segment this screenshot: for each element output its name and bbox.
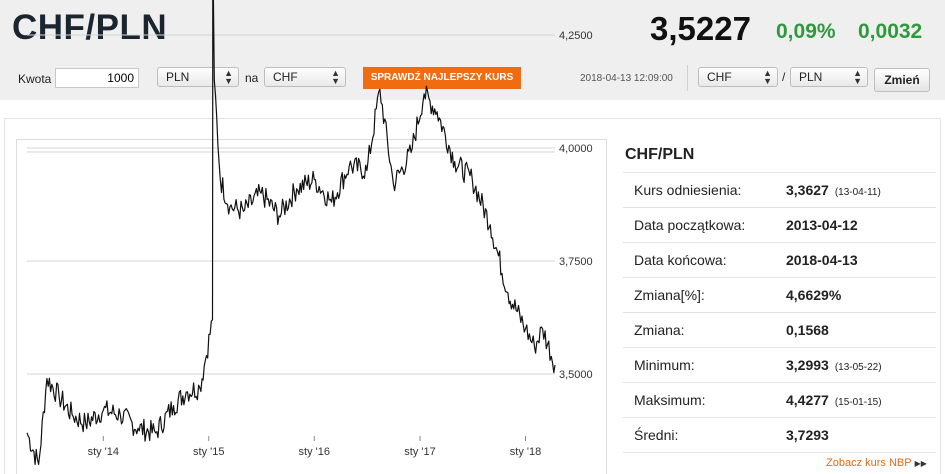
stats-value: 3,2993 (13-05-22) bbox=[786, 347, 936, 383]
stats-date: (13-05-22) bbox=[834, 362, 882, 373]
to-currency-select[interactable]: CHF ▲ ▼ bbox=[264, 67, 346, 87]
stats-row: Średni: 3,7293 bbox=[623, 417, 936, 453]
x-tick-label: sty '16 bbox=[299, 446, 330, 458]
pair-quote-value: PLN bbox=[799, 70, 823, 84]
stats-value: 0,1568 bbox=[786, 312, 936, 348]
stats-label: Średni: bbox=[623, 417, 786, 453]
y-tick-label: 4,0000 bbox=[559, 143, 593, 155]
stats-label: Data końcowa: bbox=[623, 242, 786, 278]
from-currency-select[interactable]: PLN ▲ ▼ bbox=[157, 67, 239, 87]
page-title: CHF/PLN bbox=[12, 8, 168, 47]
na-label: na bbox=[245, 71, 259, 85]
amount-label: Kwota bbox=[18, 72, 52, 86]
amount-input[interactable] bbox=[55, 68, 139, 88]
stats-label: Zmiana[%]: bbox=[623, 277, 786, 313]
stats-row: Zmiana[%]: 4,6629% bbox=[623, 277, 936, 313]
pair-base-value: CHF bbox=[707, 70, 732, 84]
x-tick-label: sty '15 bbox=[193, 446, 224, 458]
stats-row: Zmiana: 0,1568 bbox=[623, 312, 936, 348]
stats-value: 2013-04-12 bbox=[786, 207, 936, 243]
stats-value: 4,6629% bbox=[786, 277, 936, 313]
double-arrow-icon: ▶▶ bbox=[914, 459, 927, 468]
stats-row: Kurs odniesienia: 3,3627 (13-04-11) bbox=[623, 172, 936, 208]
change-pair-button[interactable]: Zmień bbox=[874, 68, 930, 92]
stats-row: Data początkowa: 2013-04-12 bbox=[623, 207, 936, 243]
current-price: 3,5227 bbox=[650, 10, 751, 47]
select-arrows-icon: ▲ ▼ bbox=[331, 68, 340, 86]
toolbar-divider bbox=[687, 65, 688, 91]
stats-date: (13-04-11) bbox=[834, 187, 881, 198]
stats-label: Data początkowa: bbox=[623, 207, 786, 243]
stats-label: Kurs odniesienia: bbox=[623, 172, 786, 208]
stats-table: Kurs odniesienia: 3,3627 (13-04-11) Data … bbox=[623, 172, 936, 453]
x-tick-label: sty '18 bbox=[510, 446, 541, 458]
stats-label: Zmiana: bbox=[623, 312, 786, 348]
pair-quote-select[interactable]: PLN ▲ ▼ bbox=[790, 67, 868, 87]
stats-row: Maksimum: 4,4277 (15-01-15) bbox=[623, 382, 936, 418]
to-currency-value: CHF bbox=[273, 70, 298, 84]
select-arrows-icon: ▲ ▼ bbox=[224, 68, 233, 86]
change-absolute: 0,0032 bbox=[858, 20, 923, 43]
pair-base-select[interactable]: CHF ▲ ▼ bbox=[698, 67, 778, 87]
from-currency-value: PLN bbox=[166, 70, 190, 84]
stats-label: Maksimum: bbox=[623, 382, 786, 418]
quote-timestamp: 2018-04-13 12:09:00 bbox=[580, 73, 673, 84]
best-rate-button[interactable]: SPRAWDŹ NAJLEPSZY KURS bbox=[363, 67, 521, 89]
stats-label: Minimum: bbox=[623, 347, 786, 383]
stats-value: 4,4277 (15-01-15) bbox=[786, 382, 936, 418]
stats-value: 2018-04-13 bbox=[786, 242, 936, 278]
chart-container bbox=[16, 139, 607, 474]
change-percent: 0,09% bbox=[776, 20, 836, 43]
stats-date: (15-01-15) bbox=[834, 397, 882, 408]
y-tick-label: 3,7500 bbox=[559, 256, 593, 268]
stats-value: 3,7293 bbox=[786, 417, 936, 453]
stats-value: 3,3627 (13-04-11) bbox=[786, 172, 936, 208]
x-tick-label: sty '14 bbox=[88, 446, 119, 458]
y-tick-label: 4,2500 bbox=[559, 30, 593, 42]
y-tick-label: 3,5000 bbox=[559, 369, 593, 381]
select-arrows-icon: ▲ ▼ bbox=[853, 68, 862, 86]
stats-row: Minimum: 3,2993 (13-05-22) bbox=[623, 347, 936, 383]
pair-separator: / bbox=[782, 70, 786, 84]
header-bar: CHF/PLN 3,5227 0,09% 0,0032 Kwota PLN ▲▼… bbox=[0, 0, 945, 100]
x-tick-label: sty '17 bbox=[404, 446, 435, 458]
stats-title: CHF/PLN bbox=[625, 146, 695, 163]
series-line bbox=[26, 0, 556, 465]
select-arrows-icon: ▲ ▼ bbox=[763, 68, 772, 86]
nbp-rate-link[interactable]: Zobacz kurs NBP ▶▶ bbox=[826, 457, 927, 469]
stats-row: Data końcowa: 2018-04-13 bbox=[623, 242, 936, 278]
